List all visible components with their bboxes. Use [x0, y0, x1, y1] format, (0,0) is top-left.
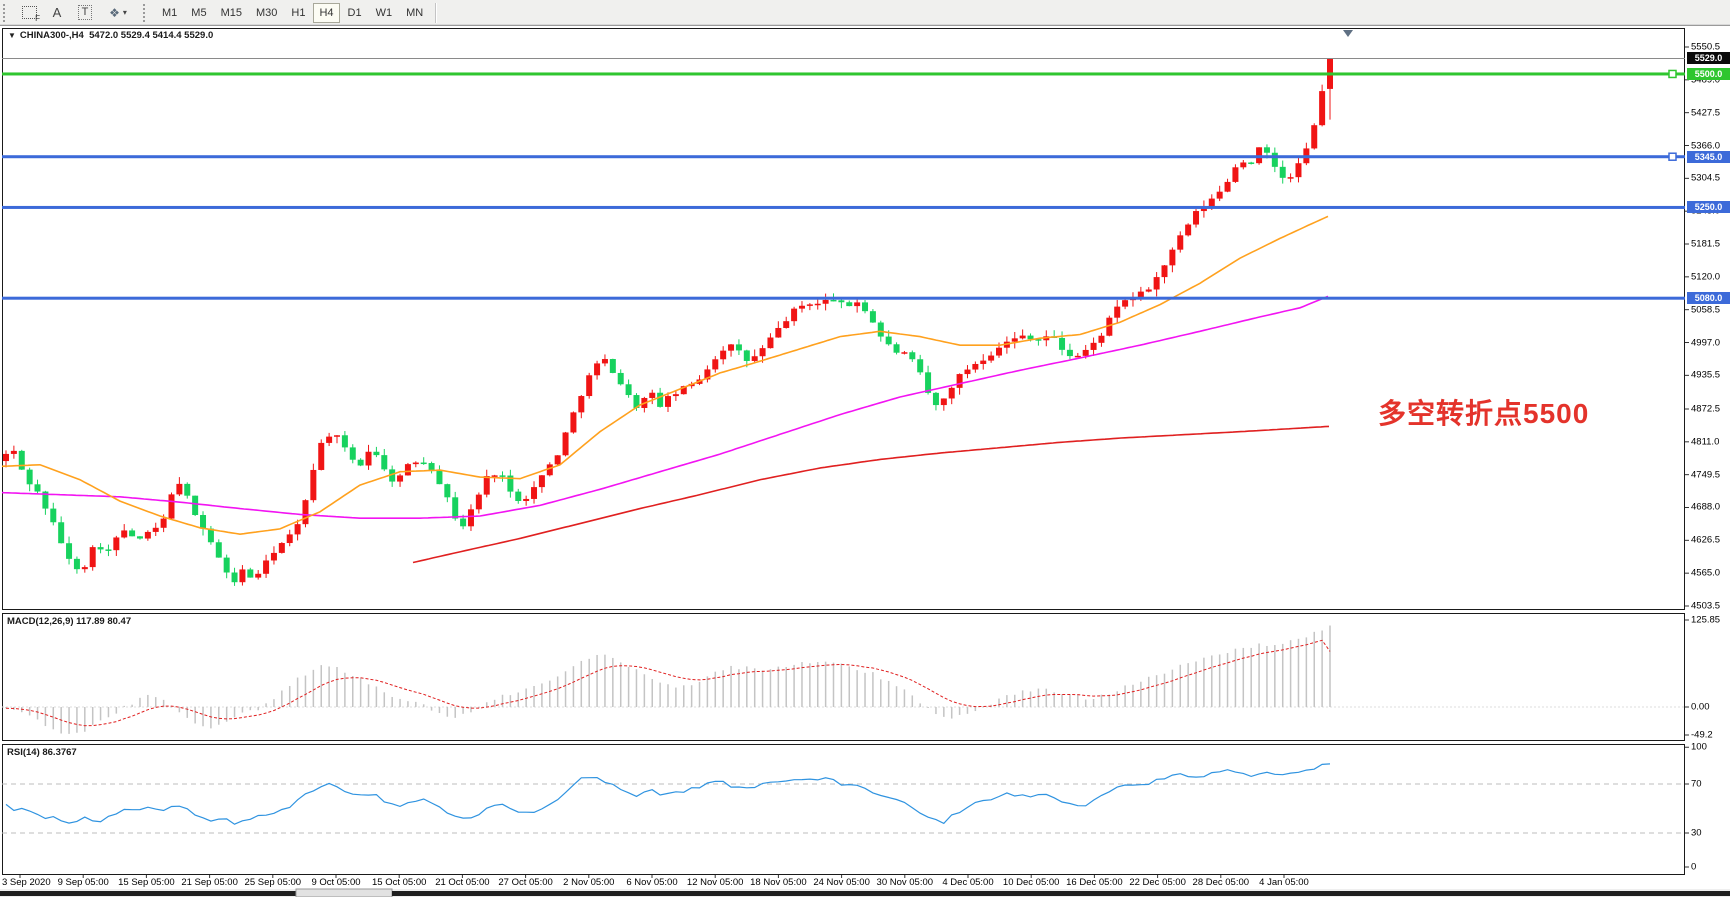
date-axis-label[interactable]: 22 Dec 05:00 [1129, 877, 1186, 888]
date-axis-label[interactable]: 24 Nov 05:00 [813, 877, 870, 888]
date-axis-label[interactable]: 9 Oct 05:00 [311, 877, 361, 888]
toolbar: F A T ❖ ▾ M1 M5 M15 M30 H1 H4 D1 W1 MN [0, 0, 1730, 26]
date-axis-label[interactable]: 18 Nov 05:00 [750, 877, 807, 888]
price-axis-label: 4997.0 [1691, 337, 1721, 349]
arrows-icon: ❖ [109, 5, 120, 20]
timeframe-button-m15[interactable]: M15 [220, 6, 242, 19]
date-axis-label[interactable]: 21 Oct 05:00 [435, 877, 490, 888]
timeframe-button-group: M1 M5 M15 M30 H1 H4 D1 W1 MN [155, 2, 430, 23]
price-axis-label: 4935.5 [1691, 369, 1721, 381]
timeframe-button-w1[interactable]: W1 [375, 6, 393, 19]
hline-price-tag: 5345.0 [1687, 150, 1730, 163]
date-axis-label[interactable]: 9 Sep 05:00 [57, 877, 109, 888]
arrow-objects-button[interactable]: ❖ ▾ [100, 3, 136, 23]
date-axis-label[interactable]: 30 Nov 05:00 [876, 877, 934, 888]
price-axis-label: 4872.5 [1691, 403, 1721, 415]
price-axis-label: 5550.5 [1691, 41, 1721, 53]
date-axis-label[interactable]: 12 Nov 05:00 [686, 877, 744, 888]
price-axis-label: 5427.5 [1691, 107, 1721, 119]
date-axis-label[interactable]: 4 Jan 05:00 [1259, 877, 1309, 888]
timeframe-button-mn[interactable]: MN [406, 6, 424, 19]
price-axis-label: 4626.5 [1691, 534, 1721, 546]
date-axis-label[interactable]: 4 Dec 05:00 [942, 877, 994, 888]
date-axis-label[interactable]: 15 Oct 05:00 [371, 877, 427, 888]
price-axis-label: 4503.5 [1691, 600, 1721, 612]
date-axis-label[interactable]: 16 Dec 05:00 [1066, 877, 1123, 888]
price-axis-label: 5181.5 [1691, 238, 1721, 250]
timeframe-button-m1[interactable]: M1 [162, 6, 178, 19]
timeframe-button-m30[interactable]: M30 [255, 6, 278, 19]
hline-price-tag: 5250.0 [1687, 201, 1730, 214]
symbol-period-label: CHINA300-,H4 [19, 30, 84, 41]
date-axis-label[interactable]: 25 Sep 05:00 [244, 877, 302, 888]
macd-axis-label: -49.2 [1691, 729, 1713, 741]
rsi-axis-label: 0 [1691, 861, 1697, 873]
annotation-text[interactable]: 多空转折点5500 [1378, 398, 1590, 429]
date-axis-label[interactable]: 2 Nov 05:00 [563, 877, 615, 888]
price-axis-label: 4749.5 [1691, 469, 1721, 481]
marquee-icon [21, 6, 37, 19]
marquee-f-label: F [35, 13, 40, 23]
current-price-tag: 5529.0 [1687, 52, 1730, 65]
rsi-indicator-label: RSI(14) 86.3767 [7, 747, 77, 758]
price-axis-label: 4688.0 [1691, 501, 1721, 513]
date-axis-label[interactable]: 21 Sep 05:00 [181, 877, 238, 888]
date-axis-label[interactable]: 28 Dec 05:00 [1192, 877, 1250, 888]
text-t-icon: T [77, 5, 93, 20]
text-box-tool-button[interactable]: T [72, 3, 98, 23]
macd-axis-label: 125.85 [1691, 614, 1721, 626]
chevron-down-icon: ▾ [122, 8, 127, 17]
text-a-icon: A [52, 5, 62, 20]
toolbar-grip-2[interactable] [143, 3, 152, 22]
price-axis-label: 5120.0 [1691, 271, 1721, 283]
collapse-chart-icon[interactable]: ▼ [8, 31, 16, 40]
rsi-axis-label: 100 [1691, 741, 1707, 753]
timeframe-button-d1[interactable]: D1 [347, 6, 362, 19]
rsi-axis-label: 70 [1691, 778, 1702, 790]
date-axis-label[interactable]: 3 Sep 2020 [2, 877, 51, 888]
price-axis-label: 5304.5 [1691, 172, 1721, 184]
chart-title: ▼ CHINA300-,H4 5472.0 5529.4 5414.4 5529.… [8, 30, 213, 41]
timeframe-button-h1[interactable]: H1 [291, 6, 306, 19]
date-axis-label[interactable]: 6 Nov 05:00 [626, 877, 678, 888]
timeframe-button-h4[interactable]: H4 [313, 2, 340, 23]
chart-shift-marker-icon[interactable] [1343, 30, 1353, 37]
price-axis-label: 4565.0 [1691, 567, 1721, 579]
date-axis-label[interactable]: 15 Sep 05:00 [118, 877, 175, 888]
price-axis-label: 4811.0 [1691, 436, 1720, 448]
rsi-axis-label: 30 [1691, 827, 1702, 839]
hline-price-tag: 5500.0 [1687, 67, 1730, 80]
macd-axis-label: 0.00 [1691, 701, 1710, 713]
marquee-tool-button[interactable]: F [16, 3, 42, 23]
date-axis-label[interactable]: 10 Dec 05:00 [1002, 877, 1060, 888]
price-axis-label: 5058.5 [1691, 304, 1721, 316]
price-axis-label: 5366.0 [1691, 140, 1721, 151]
toolbar-separator [435, 2, 438, 23]
date-axis-label[interactable]: 27 Oct 05:00 [498, 877, 553, 888]
hline-price-tag: 5080.0 [1687, 292, 1730, 305]
ohlc-readout: 5472.0 5529.4 5414.4 5529.0 [89, 30, 214, 41]
text-label-tool-button[interactable]: A [44, 3, 70, 23]
toolbar-grip[interactable] [3, 3, 12, 22]
timeframe-button-m5[interactable]: M5 [191, 6, 207, 19]
macd-indicator-label: MACD(12,26,9) 117.89 80.47 [7, 616, 132, 627]
